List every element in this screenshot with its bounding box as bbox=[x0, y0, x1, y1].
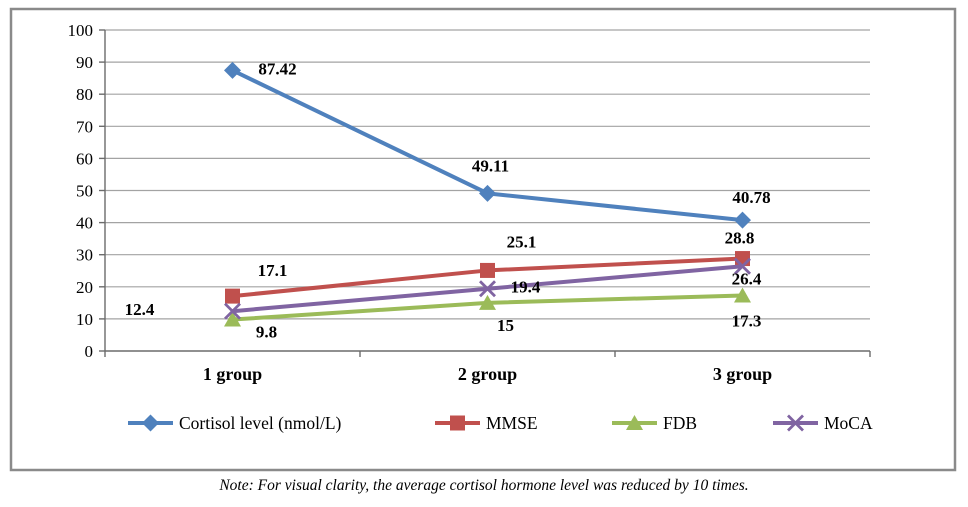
y-tick-label: 20 bbox=[76, 278, 93, 297]
chart-note: Note: For visual clarity, the average co… bbox=[219, 477, 749, 494]
x-category-label: 1 group bbox=[203, 364, 262, 384]
series-moca bbox=[224, 257, 751, 320]
y-tick-label: 60 bbox=[76, 149, 93, 168]
data-label: 19.4 bbox=[511, 278, 541, 297]
y-tick-label: 70 bbox=[76, 117, 93, 136]
x-marker bbox=[224, 302, 241, 320]
y-tick-label: 80 bbox=[76, 85, 93, 104]
legend-item-fdb: FDB bbox=[612, 413, 697, 433]
x-category-label: 3 group bbox=[713, 364, 772, 384]
triangle-marker bbox=[479, 294, 496, 310]
legend-label: FDB bbox=[663, 413, 697, 433]
y-tick-label: 90 bbox=[76, 53, 93, 72]
triangle-marker bbox=[626, 415, 643, 430]
y-tick-label: 0 bbox=[85, 342, 94, 361]
x-marker bbox=[734, 257, 751, 275]
data-label: 9.8 bbox=[256, 323, 277, 342]
series-fdb bbox=[224, 287, 751, 327]
data-label: 87.42 bbox=[258, 59, 296, 78]
legend-label: MoCA bbox=[824, 413, 873, 433]
data-label: 15 bbox=[497, 316, 514, 335]
line-chart: 0 10 20 30 40 50 60 70 80 90 100 1 group 2 group 3 gr… bbox=[9, 7, 957, 472]
legend: Cortisol level (nmol/L) MMSE FDB MoCA bbox=[128, 413, 873, 433]
x-marker bbox=[479, 280, 496, 298]
square-marker bbox=[735, 251, 750, 267]
square-marker bbox=[450, 415, 465, 431]
diamond-marker bbox=[142, 414, 159, 432]
square-marker bbox=[225, 288, 240, 304]
y-tick-label: 10 bbox=[76, 310, 93, 329]
legend-item-mmse: MMSE bbox=[435, 413, 538, 433]
y-tick-label: 100 bbox=[68, 21, 94, 40]
legend-item-cortisol-level-nmol-l: Cortisol level (nmol/L) bbox=[128, 413, 342, 433]
data-labels: 87.42 49.11 40.78 17.1 25.1 28.8 9.8 15 17.3 12.4… bbox=[125, 59, 771, 341]
legend-label: MMSE bbox=[486, 413, 538, 433]
axes: 0 10 20 30 40 50 60 70 80 90 100 1 group 2 group 3 gr… bbox=[68, 21, 871, 384]
series-cortisol-level-nmol-l bbox=[224, 61, 751, 229]
legend-label: Cortisol level (nmol/L) bbox=[179, 413, 342, 433]
y-tick-label: 40 bbox=[76, 214, 93, 233]
x-marker bbox=[787, 414, 804, 432]
data-label: 17.3 bbox=[732, 311, 762, 330]
triangle-marker bbox=[734, 287, 751, 303]
square-marker bbox=[480, 262, 495, 278]
triangle-marker bbox=[224, 311, 241, 327]
diamond-marker bbox=[734, 211, 751, 229]
chart-frame bbox=[9, 7, 957, 472]
data-label: 26.4 bbox=[732, 269, 762, 288]
data-label: 25.1 bbox=[507, 232, 537, 251]
data-label: 28.8 bbox=[725, 229, 755, 248]
data-label: 40.78 bbox=[732, 188, 770, 207]
data-label: 49.11 bbox=[472, 156, 509, 175]
diamond-marker bbox=[479, 184, 496, 202]
y-tick-label: 30 bbox=[76, 246, 93, 265]
y-tick-label: 50 bbox=[76, 182, 93, 201]
x-category-label: 2 group bbox=[458, 364, 517, 384]
data-label: 12.4 bbox=[125, 300, 155, 319]
data-label: 17.1 bbox=[258, 261, 288, 280]
legend-item-moca: MoCA bbox=[773, 413, 873, 433]
diamond-marker bbox=[224, 61, 241, 79]
